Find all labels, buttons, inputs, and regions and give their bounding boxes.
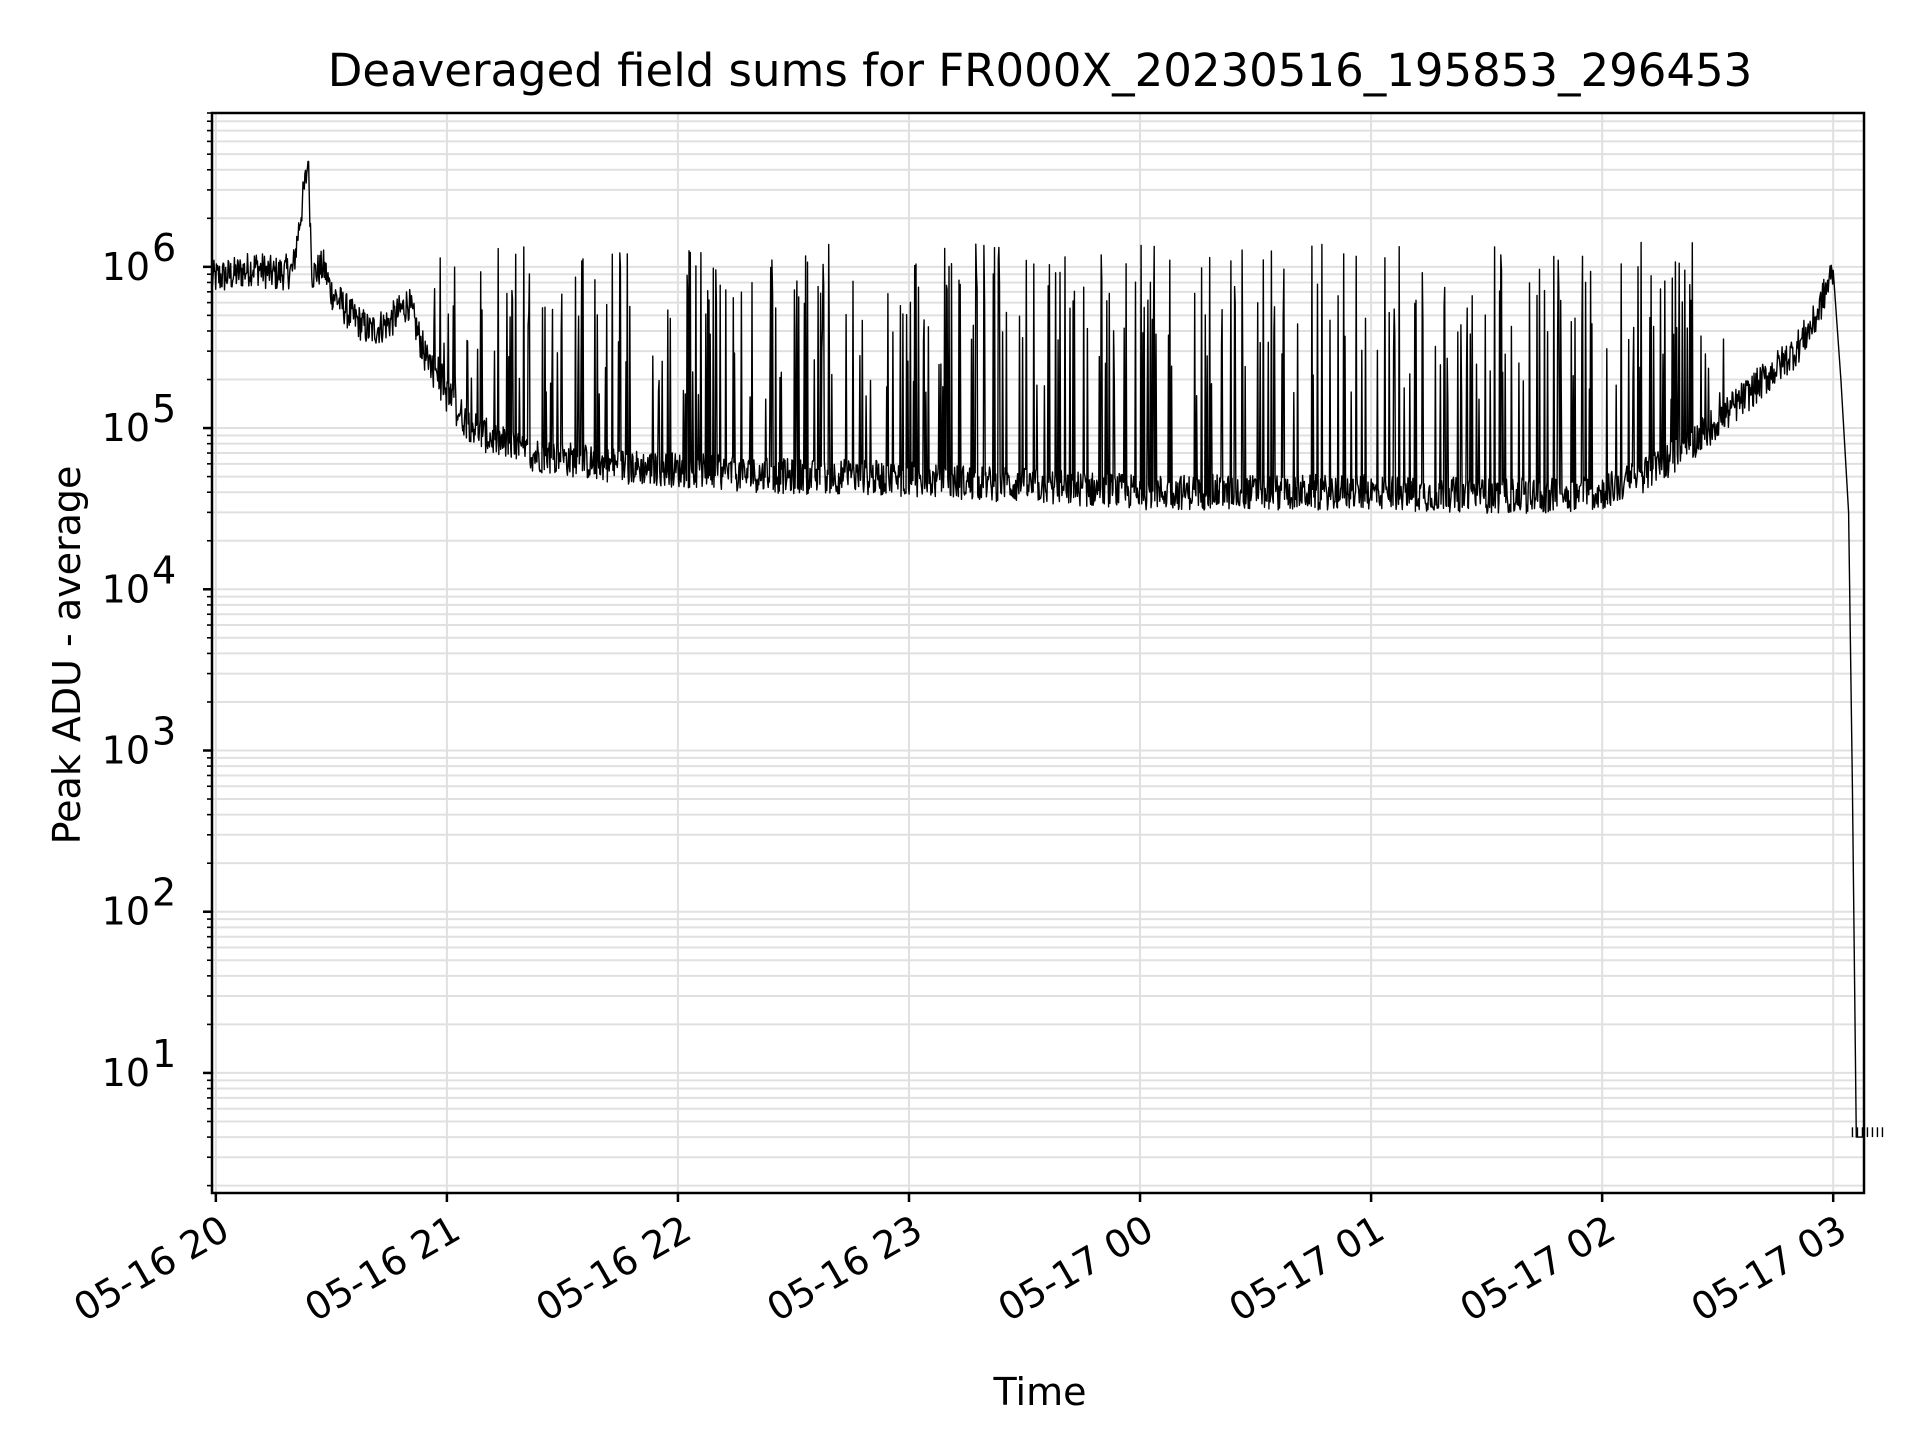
y-tick-label: 10 bbox=[102, 406, 150, 450]
axis-ticks bbox=[203, 112, 1835, 1202]
series-layer bbox=[211, 160, 1884, 1138]
y-tick-label: 10 bbox=[102, 1051, 150, 1095]
y-tick-exponent: 3 bbox=[152, 709, 176, 753]
y-tick-label: 10 bbox=[102, 728, 150, 772]
series-line bbox=[211, 160, 1864, 1138]
y-tick-exponent: 4 bbox=[152, 548, 176, 592]
y-tick-exponent: 2 bbox=[152, 871, 176, 915]
y-tick-label: 10 bbox=[102, 245, 150, 289]
y-tick-exponent: 6 bbox=[152, 226, 176, 270]
y-axis-label: Peak ADU - average bbox=[45, 466, 89, 845]
chart-title: Deaveraged field sums for FR000X_2023051… bbox=[328, 44, 1753, 97]
y-tick-label: 10 bbox=[102, 567, 150, 611]
y-tick-label: 10 bbox=[102, 890, 150, 934]
x-axis-label: Time bbox=[993, 1370, 1087, 1414]
y-tick-exponent: 5 bbox=[152, 387, 176, 431]
y-tick-exponent: 1 bbox=[152, 1032, 176, 1076]
